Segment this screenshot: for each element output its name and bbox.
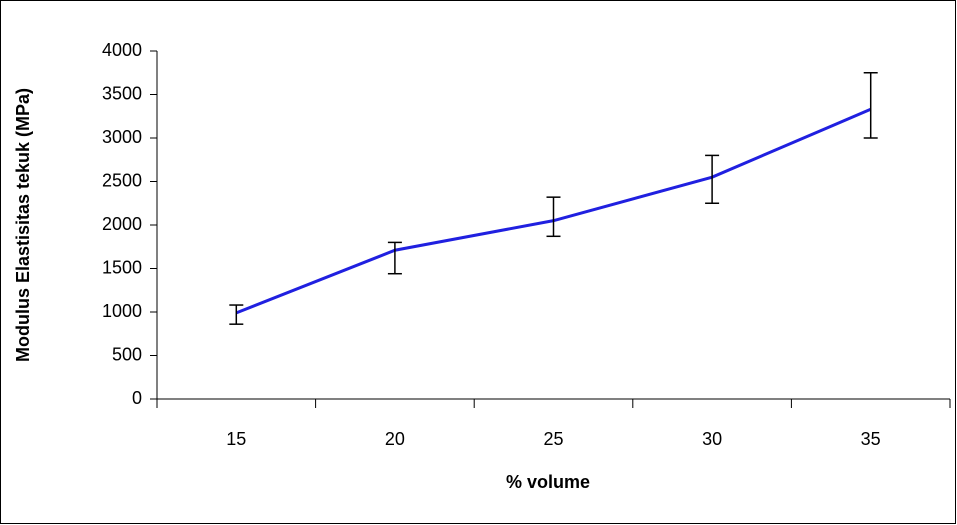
error-bar [387,241,402,275]
x-tick-label: 15 [226,429,246,449]
y-tick-label: 1000 [102,301,142,321]
x-tick-label: 25 [543,429,563,449]
y-tick-label: 2000 [102,214,142,234]
y-tick-label: 0 [132,388,142,408]
x-tick-label: 30 [702,429,722,449]
y-tick-label: 3500 [102,83,142,103]
y-axis-title: Modulus Elastisitas tekuk (MPa) [13,88,33,362]
error-bar [705,154,720,204]
x-tick-label: 35 [861,429,881,449]
y-tick-label: 3000 [102,127,142,147]
error-bar [229,304,244,325]
y-tick-label: 4000 [102,40,142,60]
y-tick-label: 1500 [102,257,142,277]
x-tick-label: 20 [385,429,405,449]
x-axis-title: % volume [506,472,590,492]
y-tick-label: 500 [112,344,142,364]
error-bar [546,196,561,238]
error-bar [863,72,878,139]
y-tick-label: 2500 [102,170,142,190]
